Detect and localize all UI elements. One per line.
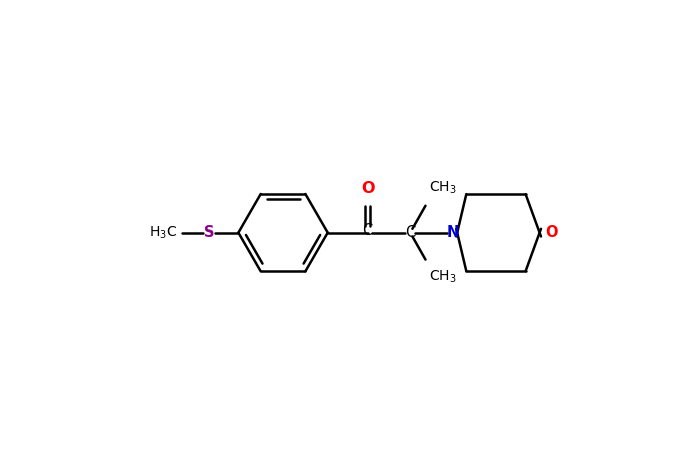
Text: C: C	[362, 223, 373, 238]
Text: O: O	[361, 181, 375, 196]
Text: N: N	[446, 225, 458, 240]
Text: CH$_3$: CH$_3$	[428, 269, 456, 285]
Text: S: S	[204, 225, 214, 240]
Text: O: O	[545, 225, 558, 240]
Text: C: C	[405, 225, 415, 240]
Text: H$_3$C: H$_3$C	[149, 225, 177, 241]
Text: CH$_3$: CH$_3$	[428, 180, 456, 197]
